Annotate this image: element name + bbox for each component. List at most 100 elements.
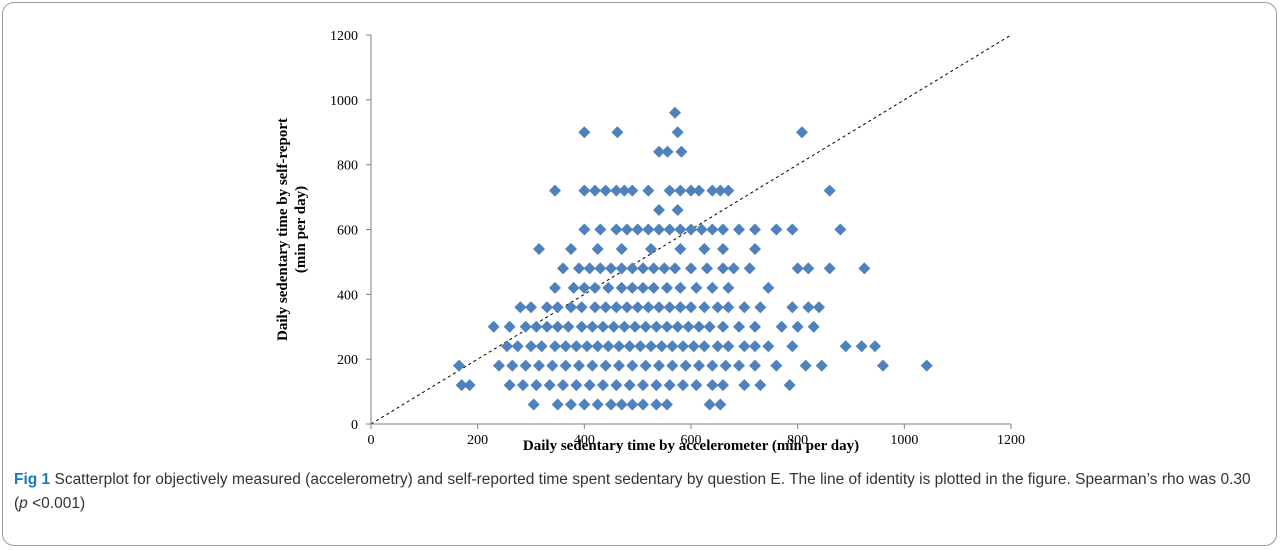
- data-point: [637, 398, 649, 411]
- data-point: [575, 301, 588, 314]
- data-point: [717, 262, 729, 275]
- figure-caption: Fig 1 Scatterplot for objectively measur…: [14, 468, 1264, 516]
- data-point: [535, 340, 548, 353]
- data-point: [722, 340, 735, 353]
- data-point: [602, 340, 615, 353]
- data-point: [589, 184, 601, 197]
- data-point: [661, 145, 674, 158]
- data-point: [703, 398, 716, 411]
- data-point: [597, 379, 609, 392]
- y-tick-label: 0: [351, 418, 358, 433]
- data-point: [693, 184, 705, 197]
- x-tick-label: 200: [467, 433, 488, 448]
- data-point: [749, 340, 761, 353]
- data-point: [570, 379, 583, 392]
- data-point: [634, 340, 647, 353]
- data-point: [687, 340, 700, 353]
- data-point: [663, 301, 676, 314]
- data-point: [567, 281, 580, 294]
- data-point: [920, 359, 933, 372]
- data-point: [749, 320, 761, 333]
- data-point: [626, 359, 639, 372]
- data-point: [706, 184, 719, 197]
- data-point: [653, 223, 665, 236]
- data-point: [639, 320, 652, 333]
- data-point: [719, 359, 732, 372]
- data-point: [823, 184, 836, 197]
- data-point: [770, 359, 783, 372]
- data-point: [677, 340, 689, 353]
- data-point: [722, 281, 735, 294]
- data-point: [610, 301, 623, 314]
- data-point: [661, 281, 673, 294]
- data-point: [786, 340, 799, 353]
- data-point: [533, 242, 545, 255]
- data-point: [610, 223, 623, 236]
- data-point: [501, 340, 513, 353]
- data-point: [791, 262, 804, 275]
- data-point: [690, 281, 703, 294]
- data-point: [717, 223, 729, 236]
- data-point: [570, 340, 583, 353]
- data-point: [717, 242, 729, 255]
- x-tick-label: 1200: [997, 433, 1025, 448]
- data-point: [674, 223, 687, 236]
- data-point: [517, 379, 529, 392]
- data-point: [546, 359, 559, 372]
- data-point: [783, 379, 796, 392]
- data-point: [493, 359, 505, 372]
- data-point: [642, 184, 655, 197]
- data-point: [573, 262, 585, 275]
- data-point: [631, 301, 644, 314]
- data-point: [674, 242, 687, 255]
- data-point: [506, 359, 519, 372]
- y-tick-label: 1000: [330, 94, 358, 109]
- data-point: [711, 340, 724, 353]
- data-point: [543, 379, 556, 392]
- data-point: [611, 126, 624, 139]
- data-point: [530, 379, 543, 392]
- data-point: [642, 223, 655, 236]
- data-point: [834, 223, 847, 236]
- data-point: [655, 340, 668, 353]
- data-point: [650, 398, 663, 411]
- data-point: [717, 320, 729, 333]
- data-point: [610, 379, 623, 392]
- caption-text-2: <0.001): [27, 495, 86, 512]
- data-point: [685, 262, 697, 275]
- data-point: [562, 320, 575, 333]
- data-point: [637, 379, 649, 392]
- data-point: [530, 320, 543, 333]
- axes-layer: [366, 34, 1012, 429]
- data-point: [749, 242, 761, 255]
- data-point: [722, 301, 735, 314]
- data-point: [791, 320, 804, 333]
- data-point: [775, 320, 788, 333]
- data-point: [511, 340, 524, 353]
- data-point: [650, 320, 663, 333]
- data-point: [647, 262, 660, 275]
- data-point: [858, 262, 871, 275]
- data-point: [637, 262, 649, 275]
- data-point: [653, 359, 665, 372]
- data-point: [663, 184, 676, 197]
- data-point: [626, 281, 639, 294]
- data-point: [610, 184, 623, 197]
- data-point: [690, 379, 703, 392]
- data-point: [703, 320, 716, 333]
- data-point: [578, 398, 591, 411]
- data-point: [677, 379, 689, 392]
- data-point: [527, 398, 540, 411]
- data-point: [559, 359, 572, 372]
- data-point: [578, 281, 591, 294]
- data-point: [653, 145, 665, 158]
- data-point: [578, 184, 591, 197]
- data-point: [711, 301, 724, 314]
- data-point: [658, 262, 671, 275]
- data-point: [618, 184, 631, 197]
- data-point: [754, 301, 767, 314]
- data-point: [647, 281, 660, 294]
- data-point: [674, 281, 687, 294]
- y-tick-label: 200: [337, 353, 358, 368]
